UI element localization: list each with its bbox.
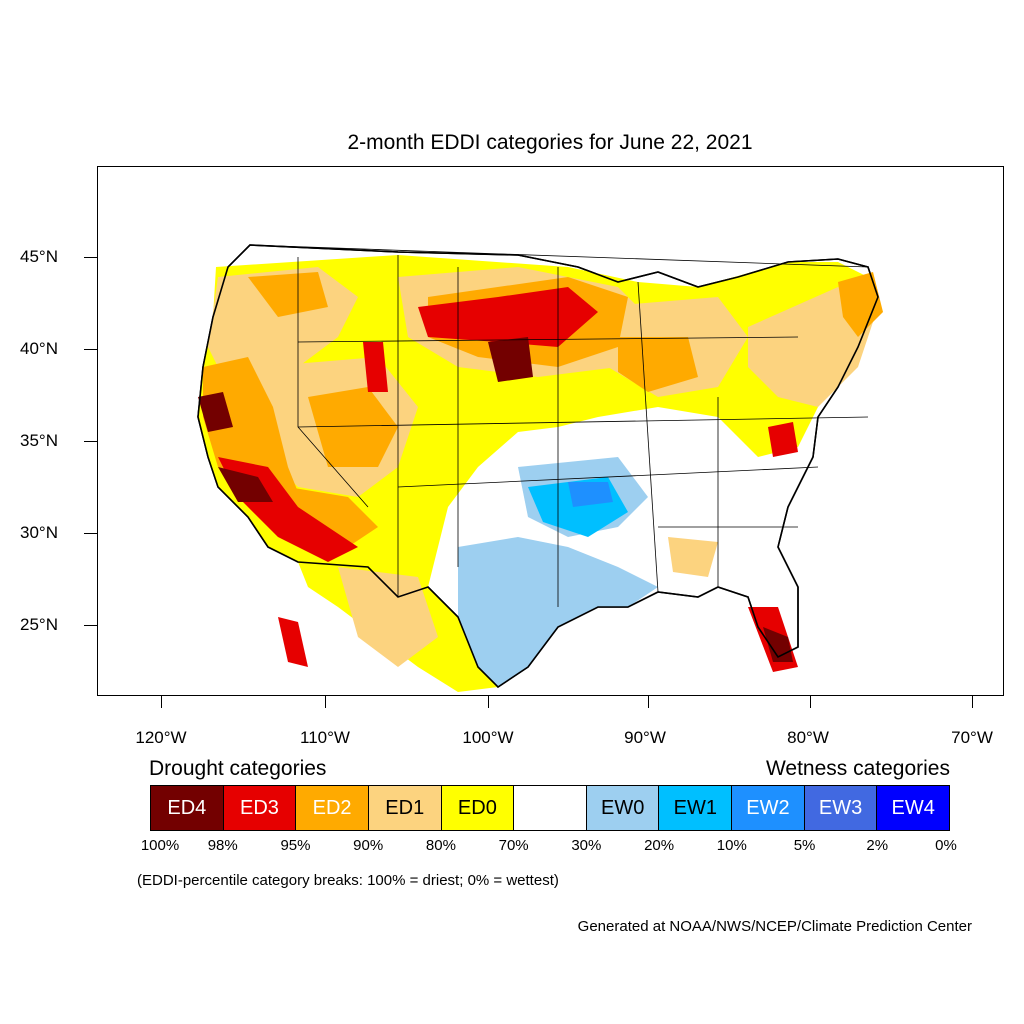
legend-break-label: 90% <box>353 837 384 854</box>
legend-break-label: 10% <box>716 837 747 854</box>
legend-colorbar: ED4 ED3 ED2 ED1 ED0 EW0 EW1 EW2 EW3 EW4 <box>150 785 950 831</box>
lat-tick <box>84 533 97 534</box>
lat-label-35: 35°N <box>20 431 58 450</box>
lat-tick <box>84 625 97 626</box>
lon-label-80w: 80°W <box>787 728 829 747</box>
legend-swatch: EW3 <box>804 786 878 830</box>
lat-tick <box>84 349 97 350</box>
lat-tick <box>84 257 97 258</box>
lon-tick <box>972 696 973 708</box>
lat-label-30: 30°N <box>20 523 58 542</box>
lon-label-70w: 70°W <box>951 728 993 747</box>
legend-swatch: ED1 <box>368 786 442 830</box>
lon-tick <box>648 696 649 708</box>
drought-heading: Drought categories <box>149 757 327 780</box>
wetness-heading: Wetness categories <box>765 757 950 780</box>
lon-label-110w: 110°W <box>300 728 350 747</box>
lat-label-25: 25°N <box>20 615 58 634</box>
map-title: 2-month EDDI categories for June 22, 202… <box>347 131 753 154</box>
lon-tick <box>325 696 326 708</box>
legend-break-label: 95% <box>280 837 311 854</box>
legend-break-label: 80% <box>425 837 456 854</box>
legend-swatch: EW2 <box>732 786 805 830</box>
legend-swatch: ED4 <box>151 786 224 830</box>
legend-break-label: 2% <box>866 837 889 854</box>
ew0-region-texas-gulf <box>458 537 658 687</box>
legend-swatch: ED0 <box>441 786 515 830</box>
ed3-region-wyoming <box>363 342 388 392</box>
legend-swatch: EW0 <box>586 786 660 830</box>
ed2-region-utah <box>308 387 398 467</box>
lat-tick <box>84 441 97 442</box>
ed4-region-socal-desert <box>218 467 273 502</box>
ed3-region-north-dakota <box>418 287 598 347</box>
lat-label-45: 45°N <box>20 247 58 266</box>
lon-label-100w: 100°W <box>462 728 514 747</box>
legend-swatch: EW4 <box>877 786 950 830</box>
ed2-region-wisconsin <box>618 337 698 392</box>
legend-swatch <box>514 786 587 830</box>
legend-break-label: 100% <box>140 837 180 854</box>
credit-line: Generated at NOAA/NWS/NCEP/Climate Predi… <box>577 918 972 935</box>
legend-break-label: 30% <box>571 837 602 854</box>
ed2-region-maine <box>838 272 883 337</box>
legend-break-label: 0% <box>935 837 957 854</box>
legend-break-label: 20% <box>644 837 675 854</box>
lat-label-40: 40°N <box>20 339 58 358</box>
legend-break-label: 98% <box>207 837 238 854</box>
ed4-region-central-california <box>198 392 233 432</box>
ew2-region-arkansas <box>568 482 613 507</box>
ed1-region-southeast <box>668 537 718 577</box>
lon-tick <box>161 696 162 708</box>
legend-swatch: ED3 <box>223 786 297 830</box>
lon-label-90w: 90°W <box>624 728 666 747</box>
legend-break-label: 5% <box>793 837 816 854</box>
category-note: (EDDI-percentile category breaks: 100% =… <box>137 872 559 889</box>
state-boundaries <box>249 244 869 607</box>
ed3-region-virginia <box>768 422 798 457</box>
lon-label-120w: 120°W <box>135 728 187 747</box>
lon-tick <box>488 696 489 708</box>
legend-break-label: 70% <box>498 837 529 854</box>
ed4-region-south-dakota <box>488 337 533 382</box>
legend-swatch: EW1 <box>659 786 733 830</box>
lon-tick <box>810 696 811 708</box>
ed2-region-idaho <box>248 272 328 317</box>
ed3-region-baja <box>278 617 308 667</box>
conus-map <box>197 244 883 692</box>
legend-swatch: ED2 <box>296 786 369 830</box>
map-frame <box>97 166 1004 696</box>
